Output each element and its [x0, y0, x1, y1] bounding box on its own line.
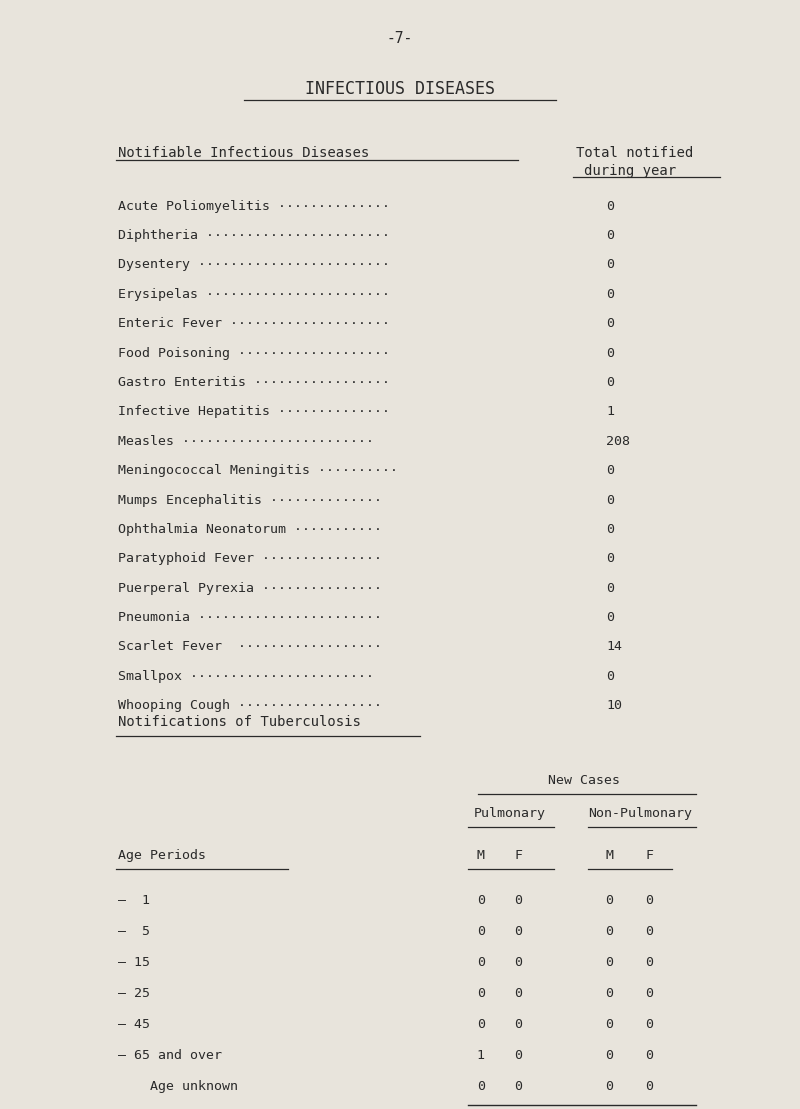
- Text: 0: 0: [606, 346, 614, 359]
- Text: Puerperal Pyrexia ···············: Puerperal Pyrexia ···············: [118, 582, 382, 594]
- Text: 0: 0: [646, 956, 654, 969]
- Text: Scarlet Fever  ··················: Scarlet Fever ··················: [118, 641, 382, 653]
- Text: Age unknown: Age unknown: [118, 1080, 238, 1093]
- Text: Measles ························: Measles ························: [118, 435, 374, 448]
- Text: Dysentery ························: Dysentery ························: [118, 258, 390, 272]
- Text: 0: 0: [606, 230, 614, 242]
- Text: 0: 0: [606, 376, 614, 389]
- Text: 0: 0: [606, 317, 614, 330]
- Text: M: M: [477, 849, 485, 863]
- Text: 0: 0: [606, 956, 614, 969]
- Text: M: M: [606, 849, 614, 863]
- Text: Smallpox ·······················: Smallpox ·······················: [118, 670, 374, 683]
- Text: Paratyphoid Fever ···············: Paratyphoid Fever ···············: [118, 552, 382, 566]
- Text: 0: 0: [477, 925, 485, 938]
- Text: Pneumonia ·······················: Pneumonia ·······················: [118, 611, 382, 624]
- Text: 0: 0: [514, 987, 522, 1000]
- Text: 0: 0: [606, 894, 614, 907]
- Text: 0: 0: [606, 288, 614, 301]
- Text: Diphtheria ·······················: Diphtheria ·······················: [118, 230, 390, 242]
- Text: Acute Poliomyelitis ··············: Acute Poliomyelitis ··············: [118, 200, 390, 213]
- Text: 208: 208: [606, 435, 630, 448]
- Text: Erysipelas ·······················: Erysipelas ·······················: [118, 288, 390, 301]
- Text: Notifiable Infectious Diseases: Notifiable Infectious Diseases: [118, 146, 370, 161]
- Text: F: F: [514, 849, 522, 863]
- Text: Food Poisoning ···················: Food Poisoning ···················: [118, 346, 390, 359]
- Text: 0: 0: [477, 1080, 485, 1093]
- Text: 0: 0: [514, 925, 522, 938]
- Text: Meningococcal Meningitis ··········: Meningococcal Meningitis ··········: [118, 465, 398, 477]
- Text: during year: during year: [584, 164, 676, 179]
- Text: 0: 0: [606, 1080, 614, 1093]
- Text: 0: 0: [606, 1018, 614, 1031]
- Text: 10: 10: [606, 700, 622, 712]
- Text: 1: 1: [477, 1049, 485, 1062]
- Text: – 25: – 25: [118, 987, 150, 1000]
- Text: 0: 0: [477, 894, 485, 907]
- Text: Ophthalmia Neonatorum ···········: Ophthalmia Neonatorum ···········: [118, 523, 382, 536]
- Text: 0: 0: [606, 1049, 614, 1062]
- Text: 0: 0: [646, 987, 654, 1000]
- Text: – 65 and over: – 65 and over: [118, 1049, 222, 1062]
- Text: 0: 0: [606, 582, 614, 594]
- Text: Enteric Fever ····················: Enteric Fever ····················: [118, 317, 390, 330]
- Text: 0: 0: [514, 1049, 522, 1062]
- Text: 0: 0: [606, 670, 614, 683]
- Text: 0: 0: [606, 523, 614, 536]
- Text: Age Periods: Age Periods: [118, 849, 206, 863]
- Text: – 45: – 45: [118, 1018, 150, 1031]
- Text: 0: 0: [606, 611, 614, 624]
- Text: Infective Hepatitis ··············: Infective Hepatitis ··············: [118, 406, 390, 418]
- Text: 0: 0: [606, 552, 614, 566]
- Text: 0: 0: [477, 987, 485, 1000]
- Text: 0: 0: [646, 894, 654, 907]
- Text: New Cases: New Cases: [548, 774, 620, 787]
- Text: – 15: – 15: [118, 956, 150, 969]
- Text: 0: 0: [514, 1080, 522, 1093]
- Text: Non-Pulmonary: Non-Pulmonary: [588, 807, 692, 821]
- Text: Total notified: Total notified: [576, 146, 694, 161]
- Text: 0: 0: [646, 1080, 654, 1093]
- Text: F: F: [646, 849, 654, 863]
- Text: 0: 0: [514, 894, 522, 907]
- Text: 0: 0: [606, 200, 614, 213]
- Text: 1: 1: [606, 406, 614, 418]
- Text: INFECTIOUS DISEASES: INFECTIOUS DISEASES: [305, 80, 495, 98]
- Text: 0: 0: [646, 925, 654, 938]
- Text: Gastro Enteritis ·················: Gastro Enteritis ·················: [118, 376, 390, 389]
- Text: -7-: -7-: [387, 31, 413, 47]
- Text: 0: 0: [646, 1049, 654, 1062]
- Text: 0: 0: [477, 1018, 485, 1031]
- Text: 0: 0: [606, 258, 614, 272]
- Text: Pulmonary: Pulmonary: [474, 807, 546, 821]
- Text: –  5: – 5: [118, 925, 150, 938]
- Text: 0: 0: [646, 1018, 654, 1031]
- Text: 0: 0: [606, 987, 614, 1000]
- Text: Mumps Encephalitis ··············: Mumps Encephalitis ··············: [118, 494, 382, 507]
- Text: –  1: – 1: [118, 894, 150, 907]
- Text: Notifications of Tuberculosis: Notifications of Tuberculosis: [118, 715, 362, 730]
- Text: 0: 0: [477, 956, 485, 969]
- Text: 14: 14: [606, 641, 622, 653]
- Text: 0: 0: [514, 1018, 522, 1031]
- Text: 0: 0: [606, 465, 614, 477]
- Text: 0: 0: [606, 494, 614, 507]
- Text: Whooping Cough ··················: Whooping Cough ··················: [118, 700, 382, 712]
- Text: 0: 0: [606, 925, 614, 938]
- Text: 0: 0: [514, 956, 522, 969]
